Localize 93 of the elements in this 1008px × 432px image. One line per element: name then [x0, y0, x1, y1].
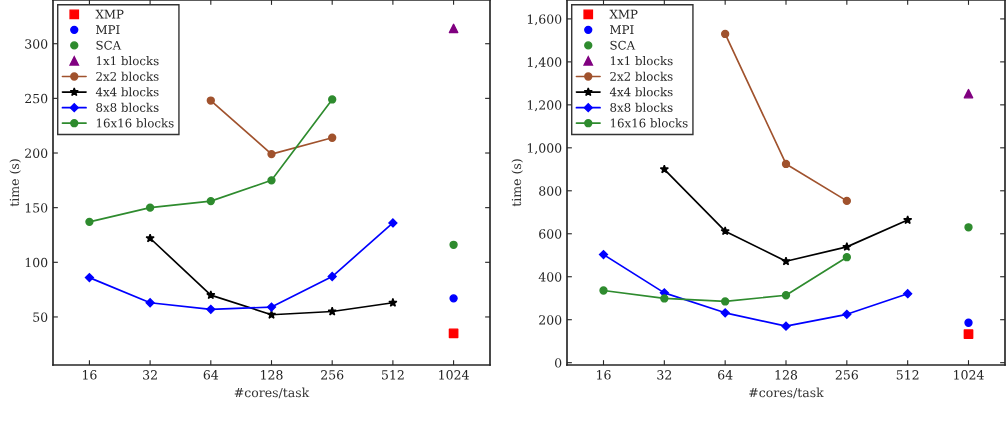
y-tick-label: 100	[25, 257, 48, 268]
y-tick-label: 600	[539, 229, 562, 239]
point	[327, 271, 337, 282]
legend-label: 8x8 blocks	[96, 102, 159, 112]
point	[145, 233, 155, 243]
point	[781, 291, 791, 300]
legend-label: XMP	[609, 9, 638, 19]
x-tick-label: 32	[657, 370, 672, 380]
point	[448, 328, 459, 339]
point	[206, 304, 216, 314]
point	[599, 286, 608, 295]
point	[449, 294, 458, 303]
legend-label: MPI	[610, 25, 634, 34]
y-tick-label: 0	[555, 358, 562, 368]
y-tick-label: 200	[25, 148, 48, 158]
point	[963, 329, 974, 339]
legend-label: 4x4 blocks	[609, 87, 673, 97]
x-tick-label: 128	[261, 370, 283, 380]
legend-label: 4x4 blocks	[95, 87, 159, 97]
point	[720, 226, 730, 236]
point	[964, 318, 973, 327]
legend-label: 2x2 blocks	[96, 71, 159, 81]
point	[781, 321, 791, 331]
legend-label: 1x1 blocks	[610, 56, 673, 66]
point	[842, 196, 852, 206]
point	[903, 215, 913, 225]
x-tick-label: 128	[775, 370, 798, 380]
legend-label: 8x8 blocks	[610, 102, 673, 112]
x-tick-label: 512	[896, 370, 919, 380]
x-axis-title: #cores/task	[749, 387, 824, 399]
x-tick-label: 16	[597, 370, 611, 380]
point	[963, 88, 974, 99]
y-tick-label: 250	[25, 93, 48, 104]
point	[267, 149, 276, 159]
x-tick-label: 256	[321, 370, 344, 380]
point	[659, 164, 669, 174]
point	[388, 297, 398, 307]
point	[267, 176, 276, 185]
point	[84, 272, 95, 283]
x-tick-label: 1024	[439, 370, 469, 380]
x-axis-title: #cores/task	[234, 387, 310, 399]
point	[206, 196, 215, 206]
point	[842, 309, 852, 319]
point	[903, 289, 913, 299]
y-axis-title: time (s)	[9, 159, 21, 207]
point	[781, 256, 791, 266]
y-tick-label: 150	[25, 203, 48, 213]
point	[842, 242, 852, 251]
x-tick-label: 64	[203, 370, 219, 380]
x-tick-label: 1024	[954, 370, 984, 380]
point	[781, 159, 791, 169]
point	[328, 95, 337, 104]
point	[964, 223, 973, 232]
y-axis-title: time (s)	[511, 159, 523, 207]
point	[449, 240, 458, 249]
legend-label: XMP	[95, 9, 124, 19]
y-tick-label: 1,000	[527, 143, 562, 155]
point	[206, 290, 216, 300]
x-tick-label: 32	[143, 370, 157, 380]
point	[327, 306, 337, 316]
point	[388, 218, 398, 228]
point	[206, 96, 215, 105]
point	[720, 308, 730, 318]
point	[660, 294, 669, 303]
y-tick-label: 50	[33, 312, 48, 322]
y-tick-label: 1,400	[527, 57, 562, 69]
x-tick-label: 16	[82, 370, 97, 380]
legend-label: SCA	[610, 40, 636, 50]
point	[448, 23, 459, 34]
point	[328, 133, 337, 142]
x-tick-label: 256	[835, 370, 858, 380]
point	[720, 297, 730, 306]
legend-label: 1x1 blocks	[96, 56, 159, 66]
y-tick-label: 400	[538, 272, 562, 282]
point	[145, 298, 155, 308]
y-tick-label: 200	[539, 315, 562, 325]
y-tick-label: 1,200	[527, 100, 562, 112]
point	[145, 203, 155, 212]
legend-label: 16x16 blocks	[610, 118, 688, 128]
legend-label: SCA	[96, 40, 122, 50]
legend-label: 2x2 blocks	[610, 71, 673, 81]
x-tick-label: 64	[718, 370, 733, 380]
y-tick-label: 1,600	[527, 14, 562, 26]
point	[842, 253, 852, 262]
point	[266, 302, 277, 312]
y-tick-label: 300	[25, 39, 48, 49]
x-tick-label: 512	[382, 370, 404, 380]
legend-label: MPI	[96, 25, 120, 34]
point	[720, 29, 730, 39]
y-tick-label: 800	[539, 186, 562, 196]
legend-label: 16x16 blocks	[96, 118, 174, 128]
point	[85, 217, 94, 227]
point	[598, 249, 609, 260]
